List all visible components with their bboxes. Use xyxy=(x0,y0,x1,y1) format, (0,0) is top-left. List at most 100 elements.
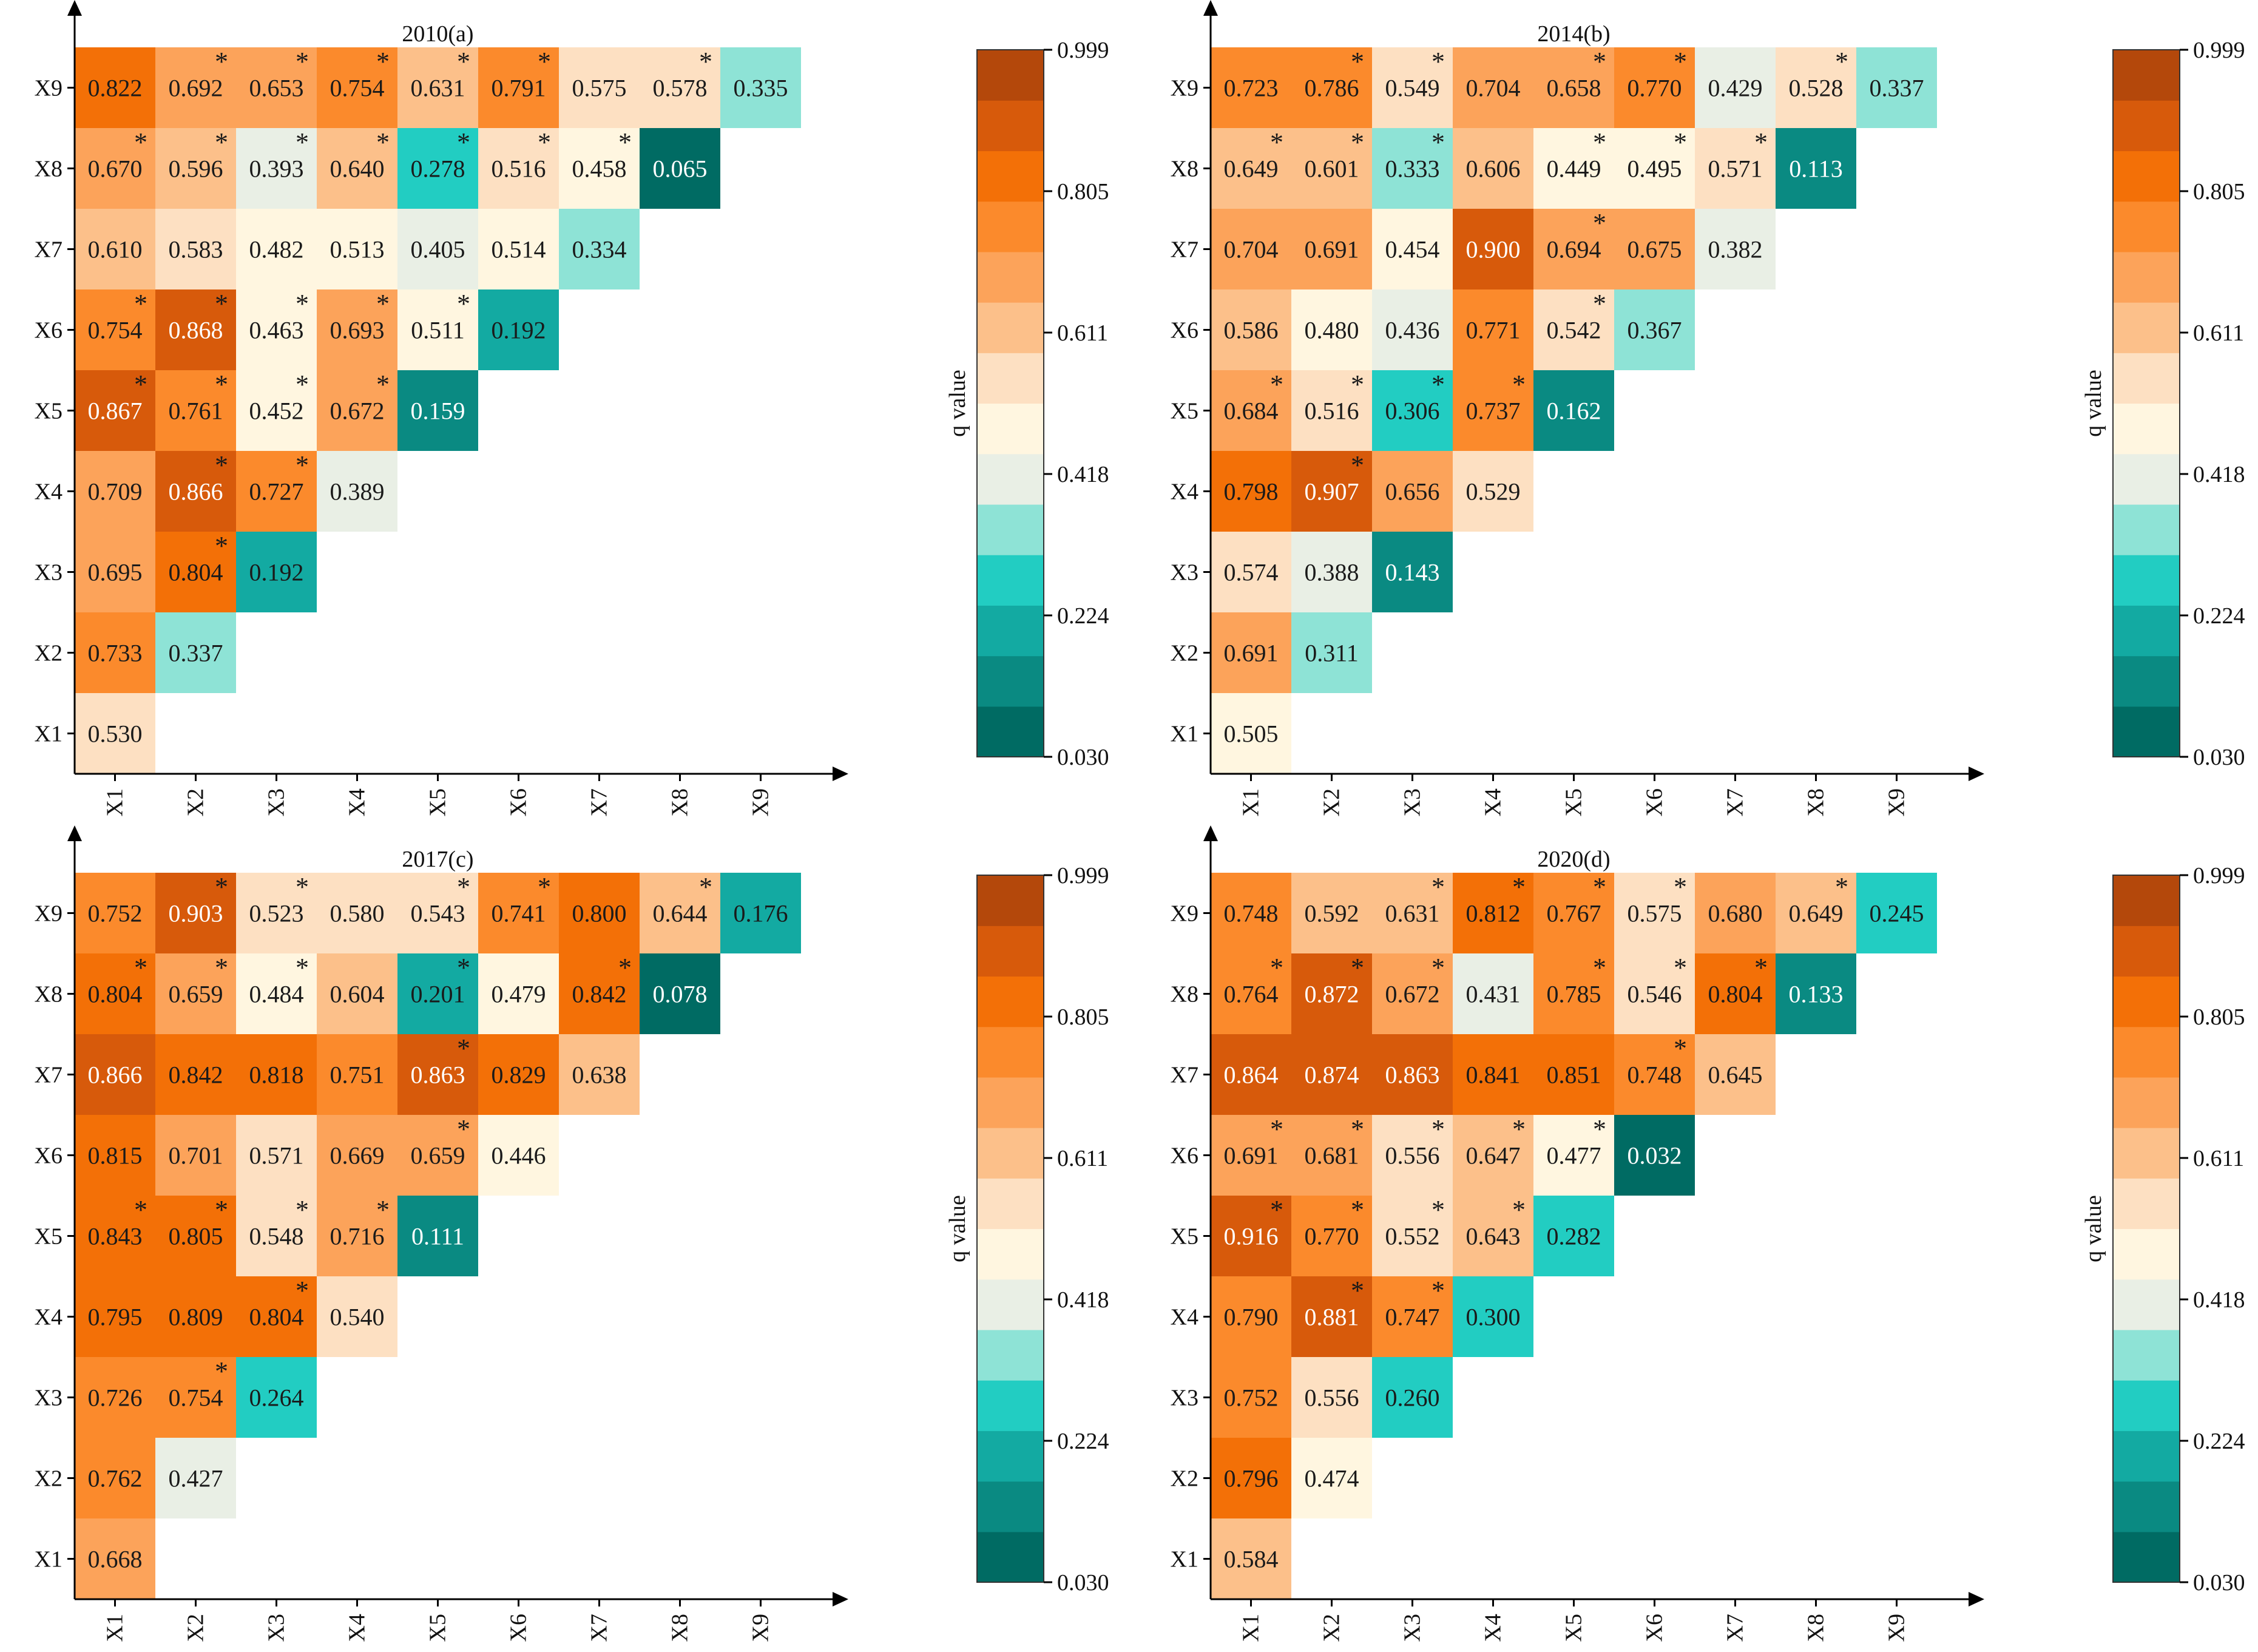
heatmap-cell xyxy=(236,1196,317,1276)
cell-value-label: 0.631 xyxy=(1385,900,1440,927)
panel-title: 2020(d) xyxy=(1537,847,1610,872)
cell-value-label: 0.311 xyxy=(1305,640,1359,667)
heatmap-cell xyxy=(1453,209,1533,289)
heatmap-cell xyxy=(75,1438,155,1518)
cell-value-label: 0.546 xyxy=(1628,981,1682,1008)
significance-star: * xyxy=(376,1195,390,1225)
cell-value-label: 0.159 xyxy=(411,398,465,425)
heatmap-cell xyxy=(1533,128,1614,209)
colorbar-segment xyxy=(977,251,1044,303)
significance-star: * xyxy=(215,872,228,902)
cell-value-label: 0.733 xyxy=(88,640,143,667)
heatmap-cell xyxy=(1211,47,1291,128)
significance-star: * xyxy=(296,370,309,399)
significance-star: * xyxy=(134,289,147,319)
heatmap-cell xyxy=(1211,873,1291,953)
cell-value-label: 0.868 xyxy=(169,317,223,344)
y-tick-label: X9 xyxy=(1171,76,1198,101)
cell-value-label: 0.176 xyxy=(734,900,788,927)
colorbar-segment xyxy=(2113,1026,2180,1078)
heatmap-cell xyxy=(75,1357,155,1438)
y-tick-label: X5 xyxy=(1171,1224,1198,1250)
significance-star: * xyxy=(376,127,390,157)
x-tick-label: X6 xyxy=(506,1614,532,1642)
cell-value-label: 0.752 xyxy=(88,900,143,927)
y-tick-label: X4 xyxy=(35,479,63,505)
heatmap-cell xyxy=(1695,209,1776,289)
colorbar-segment xyxy=(977,302,1044,353)
cell-value-label: 0.306 xyxy=(1385,398,1440,425)
x-axis-arrow xyxy=(833,1592,848,1606)
cell-value-label: 0.405 xyxy=(411,236,465,263)
colorbar-segment xyxy=(2113,1279,2180,1330)
heatmap-cell xyxy=(1291,47,1372,128)
significance-star: * xyxy=(1593,953,1606,983)
significance-star: * xyxy=(215,370,228,399)
significance-star: * xyxy=(376,370,390,399)
cell-value-label: 0.516 xyxy=(1305,398,1359,425)
colorbar-segment xyxy=(977,403,1044,455)
heatmap-cell xyxy=(75,953,155,1034)
cell-value-label: 0.647 xyxy=(1466,1142,1521,1170)
x-tick-label: X6 xyxy=(506,788,532,816)
significance-star: * xyxy=(1512,1195,1526,1225)
heatmap-cell xyxy=(155,47,236,128)
cell-value-label: 0.571 xyxy=(1708,155,1763,183)
heatmap-cell xyxy=(155,370,236,451)
heatmap-cell xyxy=(75,1196,155,1276)
colorbar-tick-label: 0.224 xyxy=(2193,603,2245,629)
cell-value-label: 0.575 xyxy=(1628,900,1682,927)
cell-value-label: 0.762 xyxy=(88,1465,143,1492)
heatmap-cell xyxy=(720,47,801,128)
colorbar-segment xyxy=(2113,251,2180,303)
cell-value-label: 0.542 xyxy=(1547,317,1601,344)
heatmap-cell xyxy=(317,47,397,128)
colorbar-segment xyxy=(977,706,1044,757)
heatmap-cell xyxy=(1211,289,1291,370)
heatmap-cell xyxy=(1291,1438,1372,1518)
colorbar-tick-label: 0.030 xyxy=(1057,745,1109,770)
heatmap-cell xyxy=(1211,1357,1291,1438)
colorbar-segment xyxy=(977,655,1044,707)
cell-value-label: 0.653 xyxy=(249,75,304,102)
x-tick-label: X3 xyxy=(1400,1614,1425,1642)
colorbar-tick-label: 0.805 xyxy=(2193,1004,2245,1030)
significance-star: * xyxy=(296,47,309,76)
colorbar-segment xyxy=(2113,1077,2180,1128)
heatmap-cell xyxy=(1453,128,1533,209)
y-tick-label: X6 xyxy=(1171,1143,1198,1169)
cell-value-label: 0.282 xyxy=(1547,1223,1601,1250)
x-tick-label: X8 xyxy=(668,1614,693,1642)
x-tick-label: X7 xyxy=(1723,1614,1748,1642)
cell-value-label: 0.586 xyxy=(1224,317,1279,344)
colorbar-tick-label: 0.999 xyxy=(1057,38,1109,63)
colorbar-segment xyxy=(977,1026,1044,1078)
heatmap-cell xyxy=(397,209,478,289)
heatmap-cell xyxy=(1695,128,1776,209)
cell-value-label: 0.815 xyxy=(88,1142,143,1170)
cell-value-label: 0.866 xyxy=(169,478,223,506)
x-tick-label: X3 xyxy=(1400,788,1425,816)
x-tick-label: X5 xyxy=(425,1614,451,1642)
y-tick-label: X8 xyxy=(35,157,63,182)
cell-value-label: 0.584 xyxy=(1224,1546,1279,1573)
cell-value-label: 0.872 xyxy=(1305,981,1359,1008)
cell-value-label: 0.752 xyxy=(1224,1384,1279,1412)
cell-value-label: 0.786 xyxy=(1305,75,1359,102)
heatmap-cell xyxy=(1695,47,1776,128)
cell-value-label: 0.446 xyxy=(492,1142,546,1170)
cell-value-label: 0.337 xyxy=(169,640,223,667)
heatmap-cell xyxy=(155,1034,236,1115)
cell-value-label: 0.482 xyxy=(249,236,304,263)
heatmap-cell xyxy=(317,289,397,370)
significance-star: * xyxy=(296,450,309,480)
colorbar-frame xyxy=(976,875,1044,1583)
cell-value-label: 0.761 xyxy=(169,398,223,425)
significance-star: * xyxy=(215,289,228,319)
heatmap-cell xyxy=(1695,1034,1776,1115)
cell-value-label: 0.829 xyxy=(492,1061,546,1089)
cell-value-label: 0.452 xyxy=(249,398,304,425)
x-tick-label: X4 xyxy=(345,788,370,816)
colorbar-segment xyxy=(2113,555,2180,606)
significance-star: * xyxy=(376,289,390,319)
